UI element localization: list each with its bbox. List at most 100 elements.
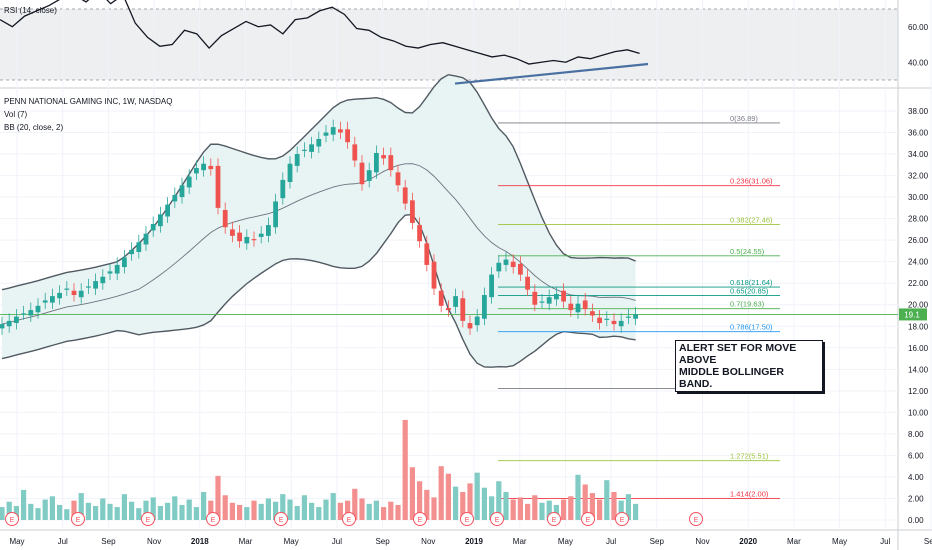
candle-down <box>388 155 394 171</box>
volume-bar <box>431 497 437 520</box>
volume-bar <box>258 503 264 520</box>
volume-bar <box>633 503 639 520</box>
volume-bar <box>489 496 495 520</box>
earnings-marker[interactable]: E <box>460 512 474 526</box>
candle-up <box>366 170 372 181</box>
time-tick-label: Jul <box>332 537 342 546</box>
fib-label: 0.618(21.64) <box>730 278 773 287</box>
fib-level-0-382[interactable]: 0.382(27.46) <box>498 215 780 225</box>
price-tick-label: 6.00 <box>908 451 924 460</box>
candle-down <box>510 261 516 268</box>
volume-bar <box>460 492 466 520</box>
price-tick-label: 24.00 <box>908 258 929 267</box>
candle-down <box>446 307 451 311</box>
candle-up <box>474 316 480 326</box>
volume-bar <box>316 507 322 520</box>
candle-down <box>467 323 473 329</box>
fib-level-0-65[interactable]: 0.65(20.85) <box>498 287 780 297</box>
time-tick-label: Sep <box>924 537 932 546</box>
volume-bar <box>424 489 430 520</box>
volume-bar <box>165 502 171 520</box>
time-tick-label: Mar <box>239 537 253 546</box>
time-tick-label: Mar <box>787 537 801 546</box>
time-tick-label: Sep <box>375 537 390 546</box>
volume-bar <box>100 498 106 520</box>
volume-bar <box>496 481 502 520</box>
rsi-trendline <box>454 62 649 85</box>
price-tick-label: 0.00 <box>908 516 924 525</box>
candle-up <box>129 249 134 255</box>
earnings-marker[interactable]: E <box>5 512 19 526</box>
earnings-e-glyph: E <box>620 517 625 524</box>
volume-bar <box>172 496 178 520</box>
candle-up <box>489 274 494 298</box>
volume-bar <box>215 475 221 520</box>
fib-level-1-414[interactable]: 1.414(2.00) <box>498 489 780 499</box>
candle-up <box>172 194 178 202</box>
volume-bar <box>150 497 156 520</box>
volume-bar <box>402 419 408 520</box>
fib-level-1-272[interactable]: 1.272(5.51) <box>498 452 780 462</box>
price-tick-label: 28.00 <box>908 215 929 224</box>
candle-up <box>100 276 106 284</box>
candle-down <box>590 311 595 316</box>
earnings-marker[interactable]: E <box>274 512 288 526</box>
price-tick-label: 18.00 <box>908 322 929 331</box>
volume-bar <box>467 483 473 520</box>
volume-bar <box>35 508 41 520</box>
volume-bar <box>525 503 531 520</box>
earnings-e-glyph: E <box>211 517 216 524</box>
price-tick-label: 36.00 <box>908 129 929 138</box>
time-tick-label: Jul <box>606 537 616 546</box>
earnings-e-glyph: E <box>76 517 81 524</box>
time-tick-label: May <box>9 537 24 546</box>
time-tick-label: 2020 <box>739 537 757 546</box>
earnings-marker[interactable]: E <box>689 512 703 526</box>
volume-bar <box>352 488 358 520</box>
volume-bar <box>337 502 343 520</box>
earnings-marker[interactable]: E <box>615 512 629 526</box>
candle-down <box>417 225 422 242</box>
fib-level-0-618[interactable]: 0.618(21.64) <box>498 278 780 288</box>
earnings-marker[interactable]: E <box>413 512 427 526</box>
fib-level-0-236[interactable]: 0.236(31.06) <box>498 177 780 187</box>
earnings-e-glyph: E <box>465 517 470 524</box>
candle-up <box>496 262 502 272</box>
symbol-title: PENN NATIONAL GAMING INC, 1W, NASDAQ <box>4 97 173 106</box>
earnings-marker[interactable]: E <box>490 512 504 526</box>
price-tick-label: 4.00 <box>908 473 924 482</box>
time-tick-label: 2018 <box>191 537 209 546</box>
candle-up <box>64 288 70 290</box>
fib-level-0-7[interactable]: 0.7(19.63) <box>498 300 780 310</box>
candle-up <box>57 292 62 299</box>
earnings-marker[interactable]: E <box>206 512 220 526</box>
earnings-marker[interactable]: E <box>581 512 595 526</box>
earnings-marker[interactable]: E <box>71 512 85 526</box>
fib-level-0-5[interactable]: 0.5(24.55) <box>498 247 780 257</box>
time-tick-label: 2019 <box>465 537 483 546</box>
volume-bar <box>618 500 624 520</box>
alert-annotation[interactable]: ALERT SET FOR MOVE ABOVE MIDDLE BOLLINGE… <box>675 340 823 392</box>
candle-up <box>136 242 142 252</box>
fib-level-0[interactable]: 0(36.89) <box>498 114 780 124</box>
candle-down <box>381 155 386 159</box>
price-tick-label: 8.00 <box>908 430 924 439</box>
rsi-tick-label: 60.00 <box>908 23 929 32</box>
volume-bar <box>78 493 84 520</box>
earnings-e-glyph: E <box>146 517 151 524</box>
fib-label: 0.236(31.06) <box>730 177 773 186</box>
candle-up <box>323 132 329 136</box>
volume-bar <box>294 506 300 520</box>
price-tick-label: 2.00 <box>908 494 924 503</box>
earnings-marker[interactable]: E <box>342 512 356 526</box>
volume-bar <box>625 494 631 520</box>
earnings-marker[interactable]: E <box>547 512 561 526</box>
volume-bar <box>85 502 91 520</box>
fib-level-0-786[interactable]: 0.786(17.50) <box>498 323 780 333</box>
earnings-marker[interactable]: E <box>141 512 155 526</box>
volume-bar <box>539 502 545 520</box>
earnings-circle <box>460 512 474 526</box>
